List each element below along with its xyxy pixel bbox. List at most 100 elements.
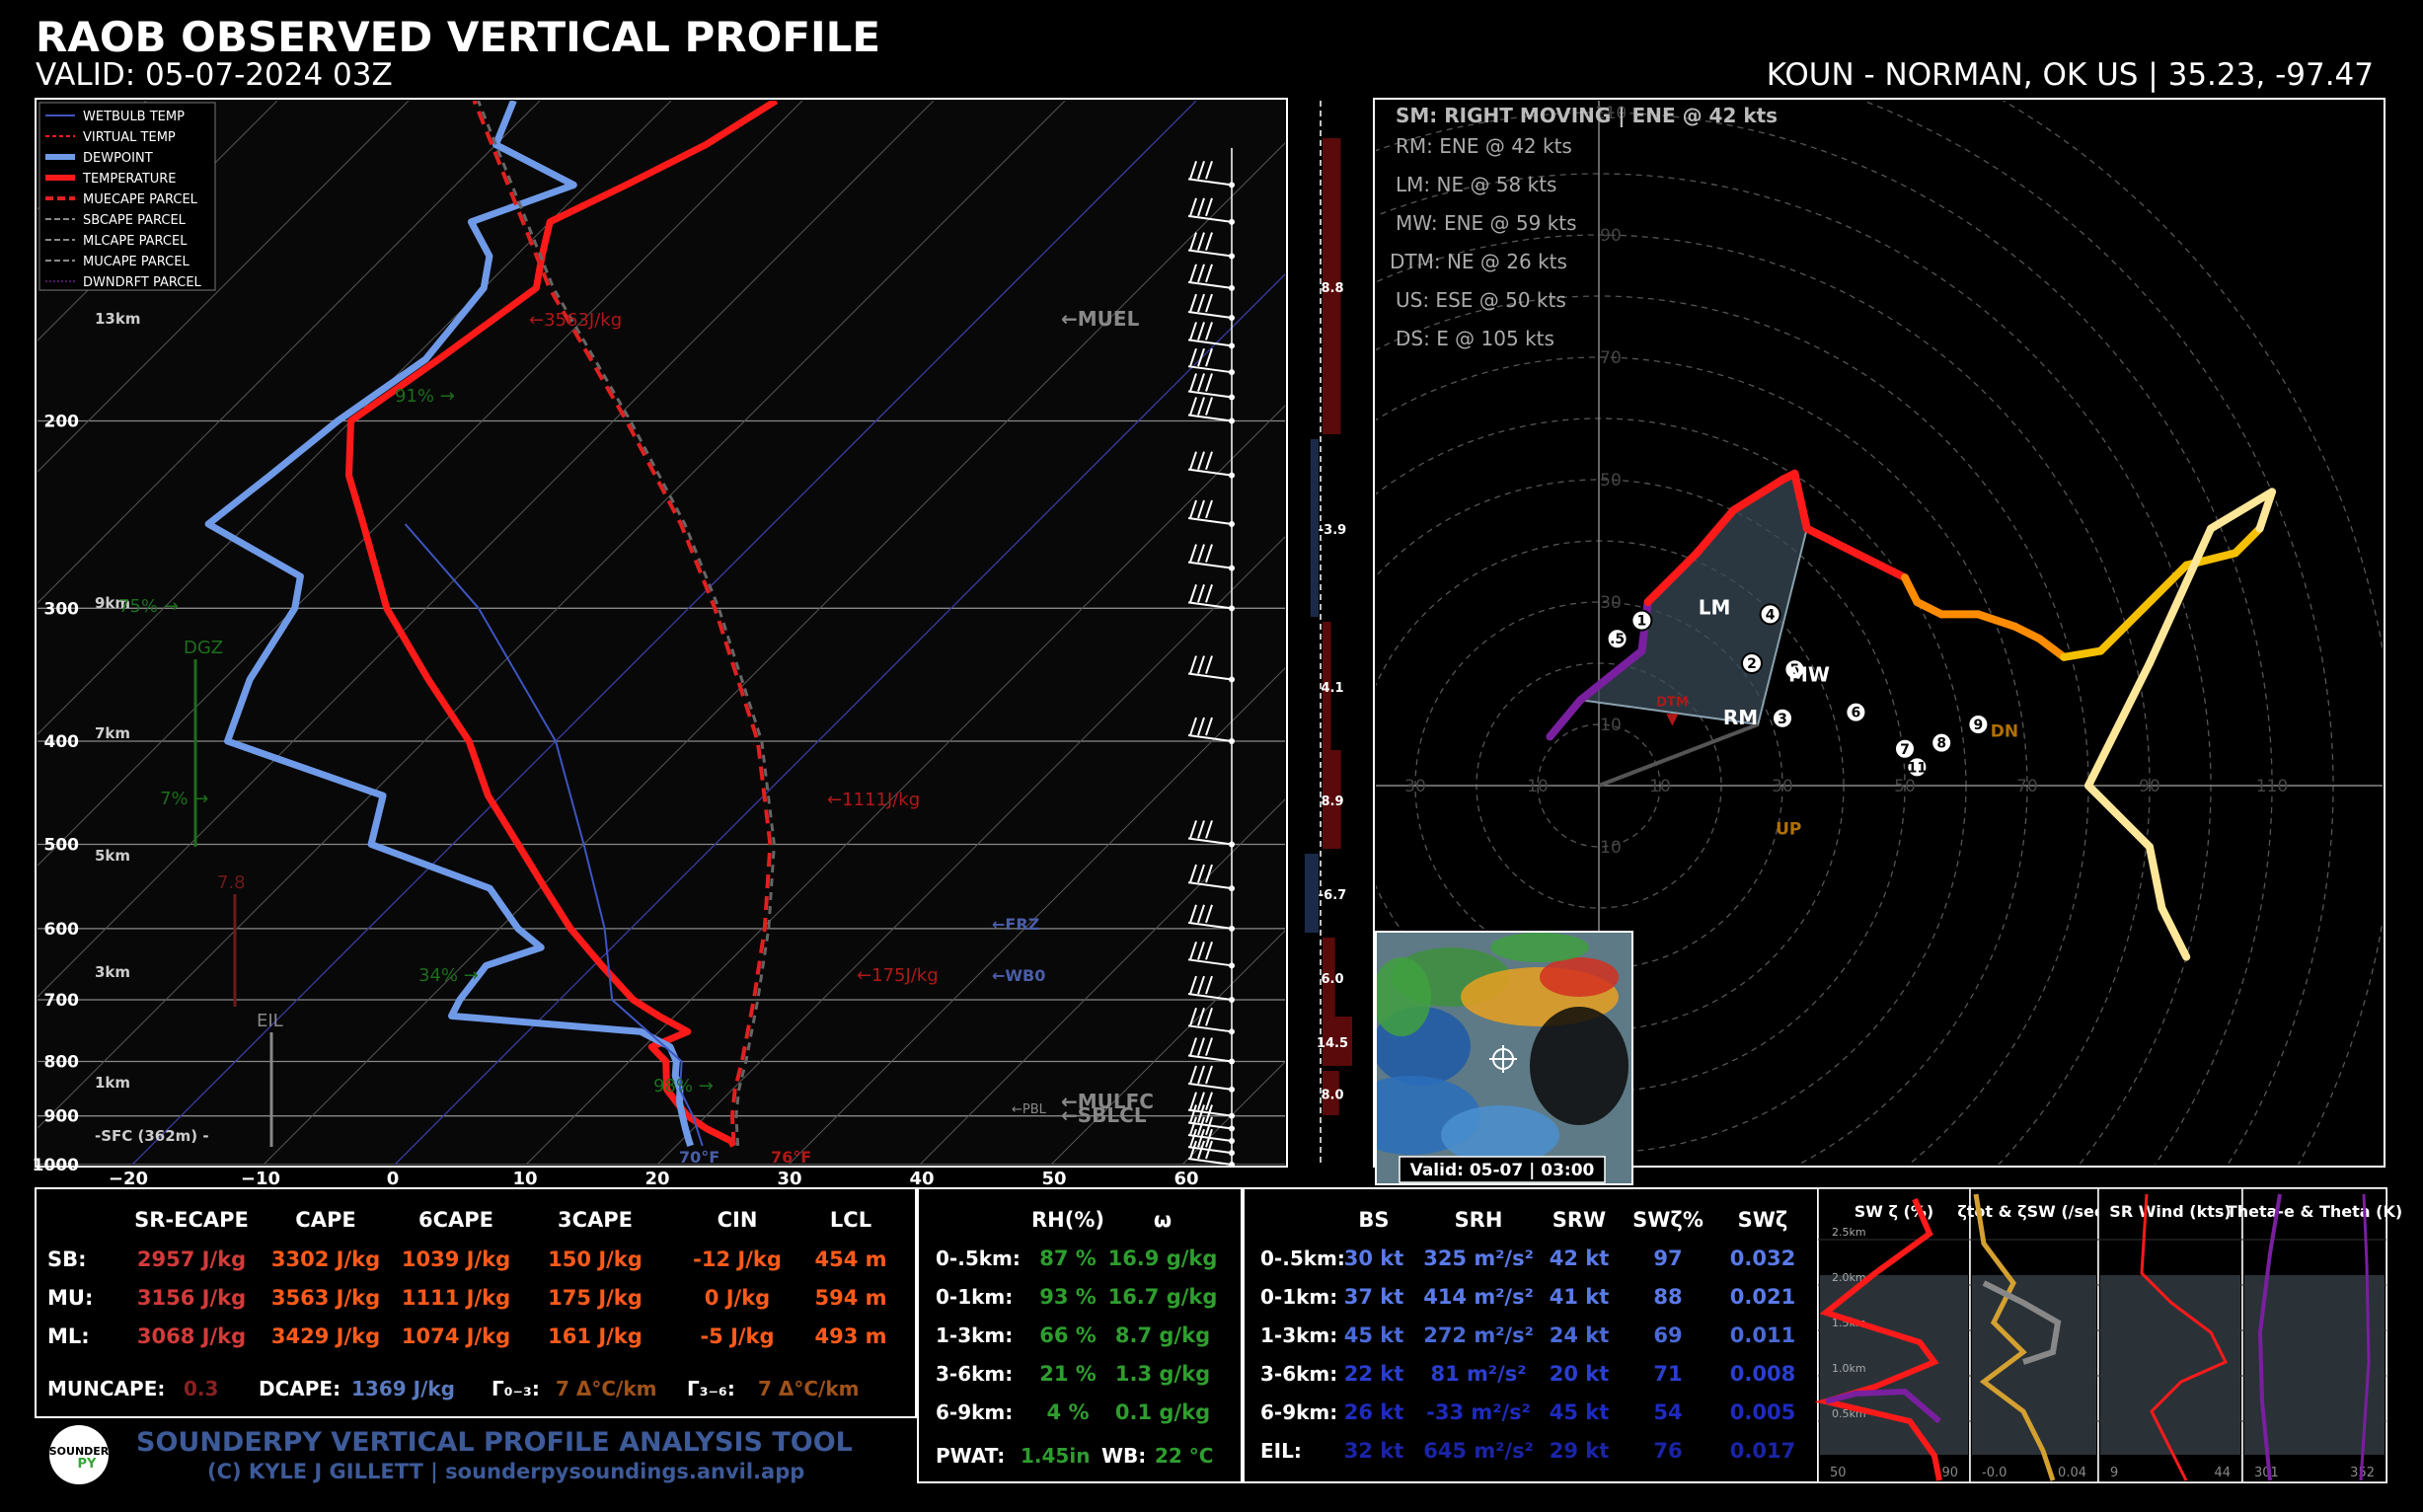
hodo-segment [1790, 469, 1811, 533]
hodo-ring-label: 110 [1595, 104, 1627, 123]
kin-cell: -33 m²/s² [1426, 1400, 1531, 1424]
mini-panel-xtick: 0.04 [2058, 1466, 2086, 1480]
hodo-km-marker: 6 [1845, 701, 1867, 723]
svg-text:1: 1 [1637, 614, 1647, 630]
rh-annotation-75: 75% → [118, 596, 179, 617]
temp-tick: 10 [512, 1169, 537, 1189]
thermo-header: SR-ECAPE [134, 1208, 249, 1232]
temp-tick: 0 [387, 1169, 400, 1189]
brand-block: SOUNDER PY SOUNDERPY VERTICAL PROFILE AN… [49, 1425, 853, 1484]
svg-text:.5: .5 [1610, 632, 1625, 647]
kin-cell: 76 [1653, 1439, 1682, 1463]
height-label: -SFC (362m) - [95, 1127, 209, 1145]
moist-header: RH(%) [1031, 1208, 1104, 1232]
zeta-sw-trace [1982, 1280, 2062, 1365]
pressure-tick: 500 [44, 835, 80, 855]
storm-motion-line: DS: E @ 105 kts [1396, 327, 1554, 350]
hodo-ring-label: 70 [1600, 348, 1622, 368]
moist-cell: 0.1 g/kg [1115, 1400, 1210, 1424]
hodo-segment [2096, 598, 2154, 655]
radar-echo [1490, 933, 1589, 962]
hodo-km-marker: 9 [1967, 714, 1990, 735]
thermo-footer-item: 7 Δ°C/km [556, 1377, 656, 1400]
thermo-header: 3CAPE [558, 1208, 633, 1232]
thermo-header: CAPE [295, 1208, 355, 1232]
temperature-trace [345, 101, 779, 1148]
wind-barb [1187, 373, 1235, 401]
hodo-segment [2255, 488, 2276, 533]
logo-py: PY [78, 1457, 98, 1472]
hodo-marker-up: UP [1776, 820, 1801, 840]
legend-entry: MLCAPE PARCEL [83, 234, 188, 249]
storm-motion-title: SM: RIGHT MOVING | ENE @ 42 kts [1396, 104, 1778, 127]
thermo-footer-item: Γ₃₋₆: [687, 1377, 735, 1400]
kin-cell: 29 kt [1550, 1439, 1610, 1463]
shear-bar [1310, 439, 1319, 617]
svg-text:2: 2 [1747, 656, 1757, 672]
hodo-ring-label: 50 [1600, 471, 1622, 491]
hodo-ring-label: 90 [2139, 777, 2160, 796]
thermo-cell: 161 J/kg [548, 1324, 643, 1348]
mini-panel-xtick: 90 [1941, 1466, 1958, 1480]
isotherm [38, 101, 1066, 1129]
wind-barb [1187, 322, 1235, 349]
kin-cell: 30 kt [1344, 1247, 1404, 1270]
moist-footer-item: 1.45in [1021, 1444, 1090, 1468]
radar-inset: Valid: 05-07 | 03:00 [1375, 931, 1633, 1185]
kin-header: SRH [1455, 1208, 1503, 1232]
sbcape-parcel-trace [477, 101, 776, 1146]
pressure-tick: 300 [44, 599, 80, 619]
storm-inflow-vector [1598, 722, 1759, 788]
rh-annotation-98: 98% → [653, 1076, 714, 1096]
kin-cell: 0.011 [1730, 1323, 1795, 1347]
muecape-parcel-trace [472, 101, 773, 1147]
hodo-marker-lm: LM [1699, 595, 1731, 619]
wind-barb [1187, 293, 1235, 322]
moist-cell: 4 % [1047, 1400, 1090, 1424]
hodo-ring-label: 50 [1894, 777, 1916, 796]
shear-bar [1323, 1071, 1339, 1115]
surface-dew-label: 70°F [679, 1148, 719, 1167]
hodo-ring-label: 90 [1600, 226, 1622, 246]
svg-text:6: 6 [1852, 706, 1861, 721]
thermo-row-label: SB: [47, 1247, 87, 1271]
wind-barb [1187, 864, 1235, 892]
radar-valid-time: Valid: 05-07 | 03:00 [1410, 1161, 1595, 1180]
moist-row-label: 0-1km: [936, 1285, 1013, 1309]
isotherm [263, 142, 1285, 1165]
kin-header: SWζ% [1632, 1208, 1704, 1232]
shear-bar [1323, 750, 1341, 849]
legend-entry: DEWPOINT [83, 151, 153, 166]
skewt-panel: 200 300 400 500 600 700 800 900 1000 −20 −10 0 10 20 3… [33, 98, 1352, 1189]
kin-header: SWζ [1738, 1208, 1788, 1232]
mini-panel-shade [1820, 1275, 1968, 1455]
hodo-segment [1802, 524, 1860, 558]
kin-cell: 0.008 [1730, 1362, 1795, 1386]
pressure-tick: 700 [44, 991, 80, 1011]
thermo-row-label: ML: [47, 1324, 90, 1348]
wind-barb [1187, 161, 1235, 189]
thermo-cell: 1039 J/kg [402, 1247, 510, 1271]
thermo-footer-item: Γ₀₋₃: [492, 1377, 540, 1400]
moist-cell: 1.3 g/kg [1115, 1362, 1210, 1386]
hodo-km-marker: 1 [1630, 609, 1653, 632]
hodo-ring-label: 10 [1600, 716, 1622, 735]
thermo-footer-item: MUNCAPE: [47, 1377, 165, 1400]
shear-bar-label: 8.8 [1321, 281, 1343, 296]
kin-cell: 22 kt [1344, 1362, 1404, 1386]
hodo-ring-label: 10 [1527, 777, 1549, 796]
theta-e-trace [2257, 1193, 2282, 1481]
moist-footer-item: 22 °C [1155, 1444, 1213, 1468]
thermo-header: CIN [718, 1208, 758, 1232]
isotherm [38, 101, 672, 735]
pbl-label: ←PBL [1012, 1102, 1047, 1117]
hodo-ring-label: 30 [1404, 777, 1426, 796]
mini-panel-title: SR Wind (kts) [2109, 1202, 2231, 1221]
muel-label: ←MUEL [1061, 307, 1140, 331]
mulfc-label: ←MULFC [1061, 1090, 1154, 1113]
shear-bar [1323, 938, 1335, 1017]
kin-cell: 0.017 [1730, 1439, 1795, 1463]
kin-row-label: 0-1km: [1260, 1285, 1337, 1309]
storm-motion-line: MW: ENE @ 59 kts [1396, 211, 1577, 235]
